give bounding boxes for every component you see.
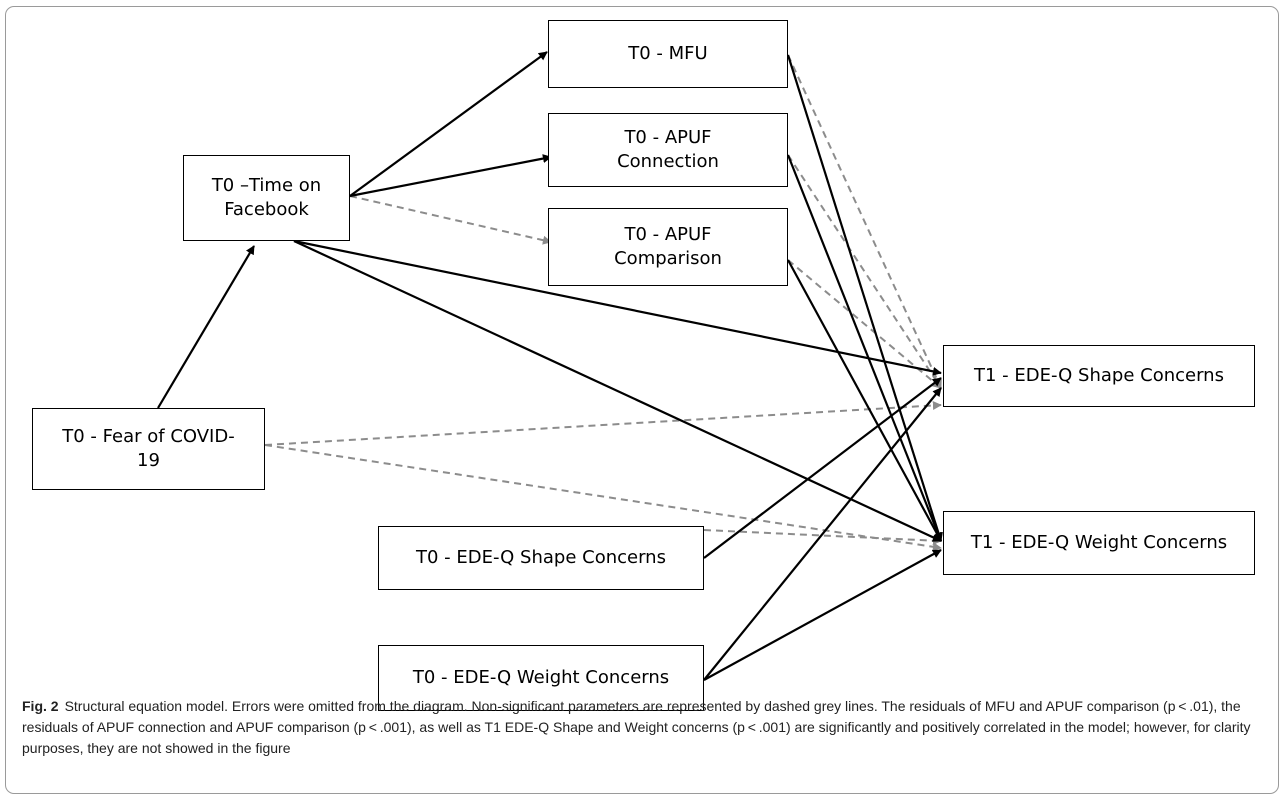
path-t0-edeq-weight-to-t1-edeq-weight xyxy=(703,549,942,681)
node-t0-edeq-shape: T0 - EDE-Q Shape Concerns xyxy=(378,526,704,590)
node-t0-apuf-connection: T0 - APUF Connection xyxy=(548,113,788,187)
path-t0-apuf-connection-to-t1-edeq-weight xyxy=(786,154,943,542)
path-t0-fear-of-covid-to-t1-edeq-weight xyxy=(264,444,942,552)
caption-label: Fig. 2 xyxy=(22,698,59,714)
path-t0-apuf-connection-to-t1-edeq-shape xyxy=(787,154,942,389)
path-t0-apuf-comparison-to-t1-edeq-shape xyxy=(787,259,942,389)
node-t1-edeq-weight: T1 - EDE-Q Weight Concerns xyxy=(943,511,1255,575)
caption-text: Structural equation model. Errors were o… xyxy=(22,698,1251,756)
node-t0-fear-of-covid: T0 - Fear of COVID- 19 xyxy=(32,408,265,490)
path-t0-fear-of-covid-to-t1-edeq-shape xyxy=(264,400,942,446)
figure-caption: Fig. 2 Structural equation model. Errors … xyxy=(22,696,1266,759)
node-t0-edeq-weight: T0 - EDE-Q Weight Concerns xyxy=(378,645,704,711)
path-t0-edeq-shape-to-t1-edeq-shape xyxy=(703,377,942,559)
node-t0-time-on-facebook: T0 –Time on Facebook xyxy=(183,155,350,241)
path-t0-time-on-facebook-to-t0-apuf-comparison xyxy=(349,195,552,245)
path-t0-apuf-comparison-to-t1-edeq-weight xyxy=(787,259,942,542)
path-t0-mfu-to-t1-edeq-shape xyxy=(787,54,942,389)
path-t0-edeq-shape-to-t1-edeq-weight xyxy=(703,529,942,546)
node-t1-edeq-shape: T1 - EDE-Q Shape Concerns xyxy=(943,345,1255,407)
path-t0-time-on-facebook-to-t0-mfu xyxy=(349,51,548,197)
path-t0-edeq-weight-to-t1-edeq-shape xyxy=(703,387,942,681)
node-t0-mfu: T0 - MFU xyxy=(548,20,788,88)
path-t0-time-on-facebook-to-t1-edeq-weight xyxy=(293,240,942,542)
path-t0-fear-of-covid-to-t0-time-on-facebook xyxy=(157,245,255,409)
path-t0-mfu-to-t1-edeq-weight xyxy=(786,54,943,542)
path-t0-time-on-facebook-to-t0-apuf-connection xyxy=(349,154,552,198)
figure-frame xyxy=(5,6,1279,794)
node-t0-apuf-comparison: T0 - APUF Comparison xyxy=(548,208,788,286)
path-t0-time-on-facebook-to-t1-edeq-shape xyxy=(293,239,942,376)
